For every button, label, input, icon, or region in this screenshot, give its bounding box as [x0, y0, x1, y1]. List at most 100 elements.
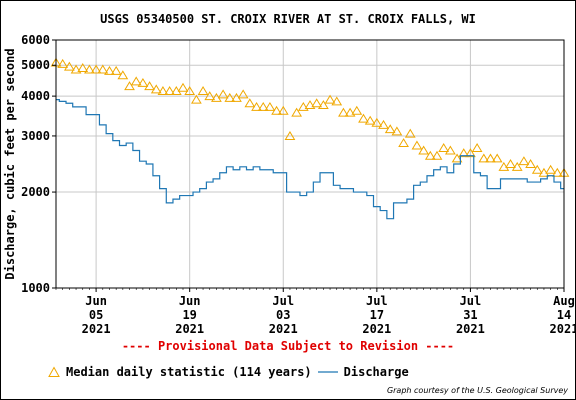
- x-tick-label: Jul: [366, 294, 388, 308]
- median-point: [144, 81, 155, 91]
- median-point: [271, 105, 282, 115]
- credit-line: Graph courtesy of the U.S. Geological Su…: [386, 386, 568, 395]
- discharge-series: [56, 99, 564, 220]
- median-point: [338, 107, 349, 117]
- median-point: [57, 58, 69, 68]
- legend-item-discharge: Discharge: [317, 365, 409, 379]
- median-point: [378, 119, 389, 129]
- y-tick-label: 6000: [21, 33, 50, 47]
- median-point: [471, 143, 483, 152]
- median-point: [458, 148, 470, 158]
- median-point: [511, 161, 523, 171]
- median-point: [184, 86, 196, 96]
- median-point: [190, 94, 202, 104]
- median-point: [444, 145, 456, 155]
- median-point: [491, 153, 503, 163]
- median-point: [130, 76, 142, 86]
- median-point: [551, 167, 563, 177]
- legend-label-discharge: Discharge: [343, 365, 409, 379]
- median-point: [525, 158, 536, 168]
- median-point: [150, 84, 162, 94]
- median-point: [251, 101, 262, 111]
- x-tick-label: 2021: [82, 322, 111, 336]
- x-tick-label: 31: [463, 308, 477, 322]
- x-tick-label: 2021: [550, 322, 576, 336]
- median-point: [545, 164, 557, 174]
- chart-title: USGS 05340500 ST. CROIX RIVER AT ST. CRO…: [100, 12, 476, 26]
- median-point: [77, 63, 89, 73]
- median-point: [197, 86, 209, 96]
- y-tick-label: 2000: [21, 185, 50, 199]
- median-point: [418, 145, 430, 155]
- median-point: [110, 65, 122, 75]
- y-axis-ticks: 1000 2000 3000 4000 5000 6000: [21, 33, 56, 295]
- x-tick-label: 17: [370, 308, 384, 322]
- y-tick-label: 1000: [21, 281, 50, 295]
- triangle-icon: [48, 366, 60, 377]
- median-point: [97, 64, 109, 74]
- median-point: [518, 156, 530, 166]
- x-tick-label: 05: [89, 308, 103, 322]
- median-point: [84, 64, 95, 74]
- median-point: [358, 113, 369, 123]
- y-axis-label: Discharge, cubic feet per second: [3, 48, 17, 279]
- median-point: [137, 77, 149, 87]
- median-point: [505, 158, 516, 168]
- median-series: [50, 57, 570, 177]
- x-tick-label: 2021: [456, 322, 485, 336]
- x-axis-ticks: Jun052021Jun192021Jul032021Jul172021Jul3…: [55, 288, 576, 336]
- x-tick-label: Aug: [553, 294, 575, 308]
- median-point: [177, 82, 189, 92]
- median-point: [284, 130, 296, 140]
- x-tick-label: 2021: [362, 322, 391, 336]
- line-swatch-icon: [317, 371, 338, 373]
- discharge-line: [56, 99, 564, 220]
- median-point: [304, 100, 316, 110]
- median-point: [371, 117, 383, 127]
- median-point: [90, 64, 102, 74]
- legend-label-median: Median daily statistic (114 years): [66, 365, 312, 379]
- median-point: [331, 96, 343, 106]
- median-point: [257, 101, 269, 111]
- median-point: [217, 89, 229, 99]
- median-point: [297, 101, 309, 111]
- median-point: [431, 150, 443, 160]
- median-point: [164, 86, 176, 96]
- median-point: [291, 107, 303, 117]
- median-point: [311, 98, 323, 108]
- median-point: [277, 105, 289, 115]
- median-point: [317, 100, 329, 110]
- median-point: [384, 124, 396, 134]
- median-point: [117, 70, 129, 80]
- median-point: [438, 143, 450, 152]
- grid-layer: [56, 40, 564, 288]
- median-point: [264, 101, 276, 111]
- x-tick-label: 14: [557, 308, 571, 322]
- median-point: [451, 153, 463, 163]
- median-point: [244, 98, 256, 108]
- x-tick-label: Jul: [272, 294, 294, 308]
- median-point: [70, 64, 82, 74]
- median-point: [531, 164, 543, 174]
- x-tick-label: Jun: [85, 294, 107, 308]
- x-tick-label: 19: [182, 308, 196, 322]
- median-point: [478, 153, 490, 163]
- median-point: [224, 92, 236, 102]
- median-point: [237, 89, 249, 99]
- median-point: [351, 105, 363, 115]
- median-point: [485, 153, 496, 163]
- median-point: [344, 107, 356, 117]
- y-tick-label: 3000: [21, 129, 50, 143]
- median-point: [63, 61, 75, 71]
- y-tick-label: 5000: [21, 58, 50, 72]
- median-point: [104, 65, 115, 75]
- legend: Median daily statistic (114 years) Disch…: [48, 365, 415, 379]
- median-point: [404, 128, 416, 138]
- x-tick-label: Jun: [179, 294, 201, 308]
- y-tick-label: 4000: [21, 89, 50, 103]
- plot-area-border: [55, 39, 565, 289]
- x-tick-label: Jul: [460, 294, 482, 308]
- median-point: [124, 81, 135, 91]
- x-tick-label: 2021: [269, 322, 298, 336]
